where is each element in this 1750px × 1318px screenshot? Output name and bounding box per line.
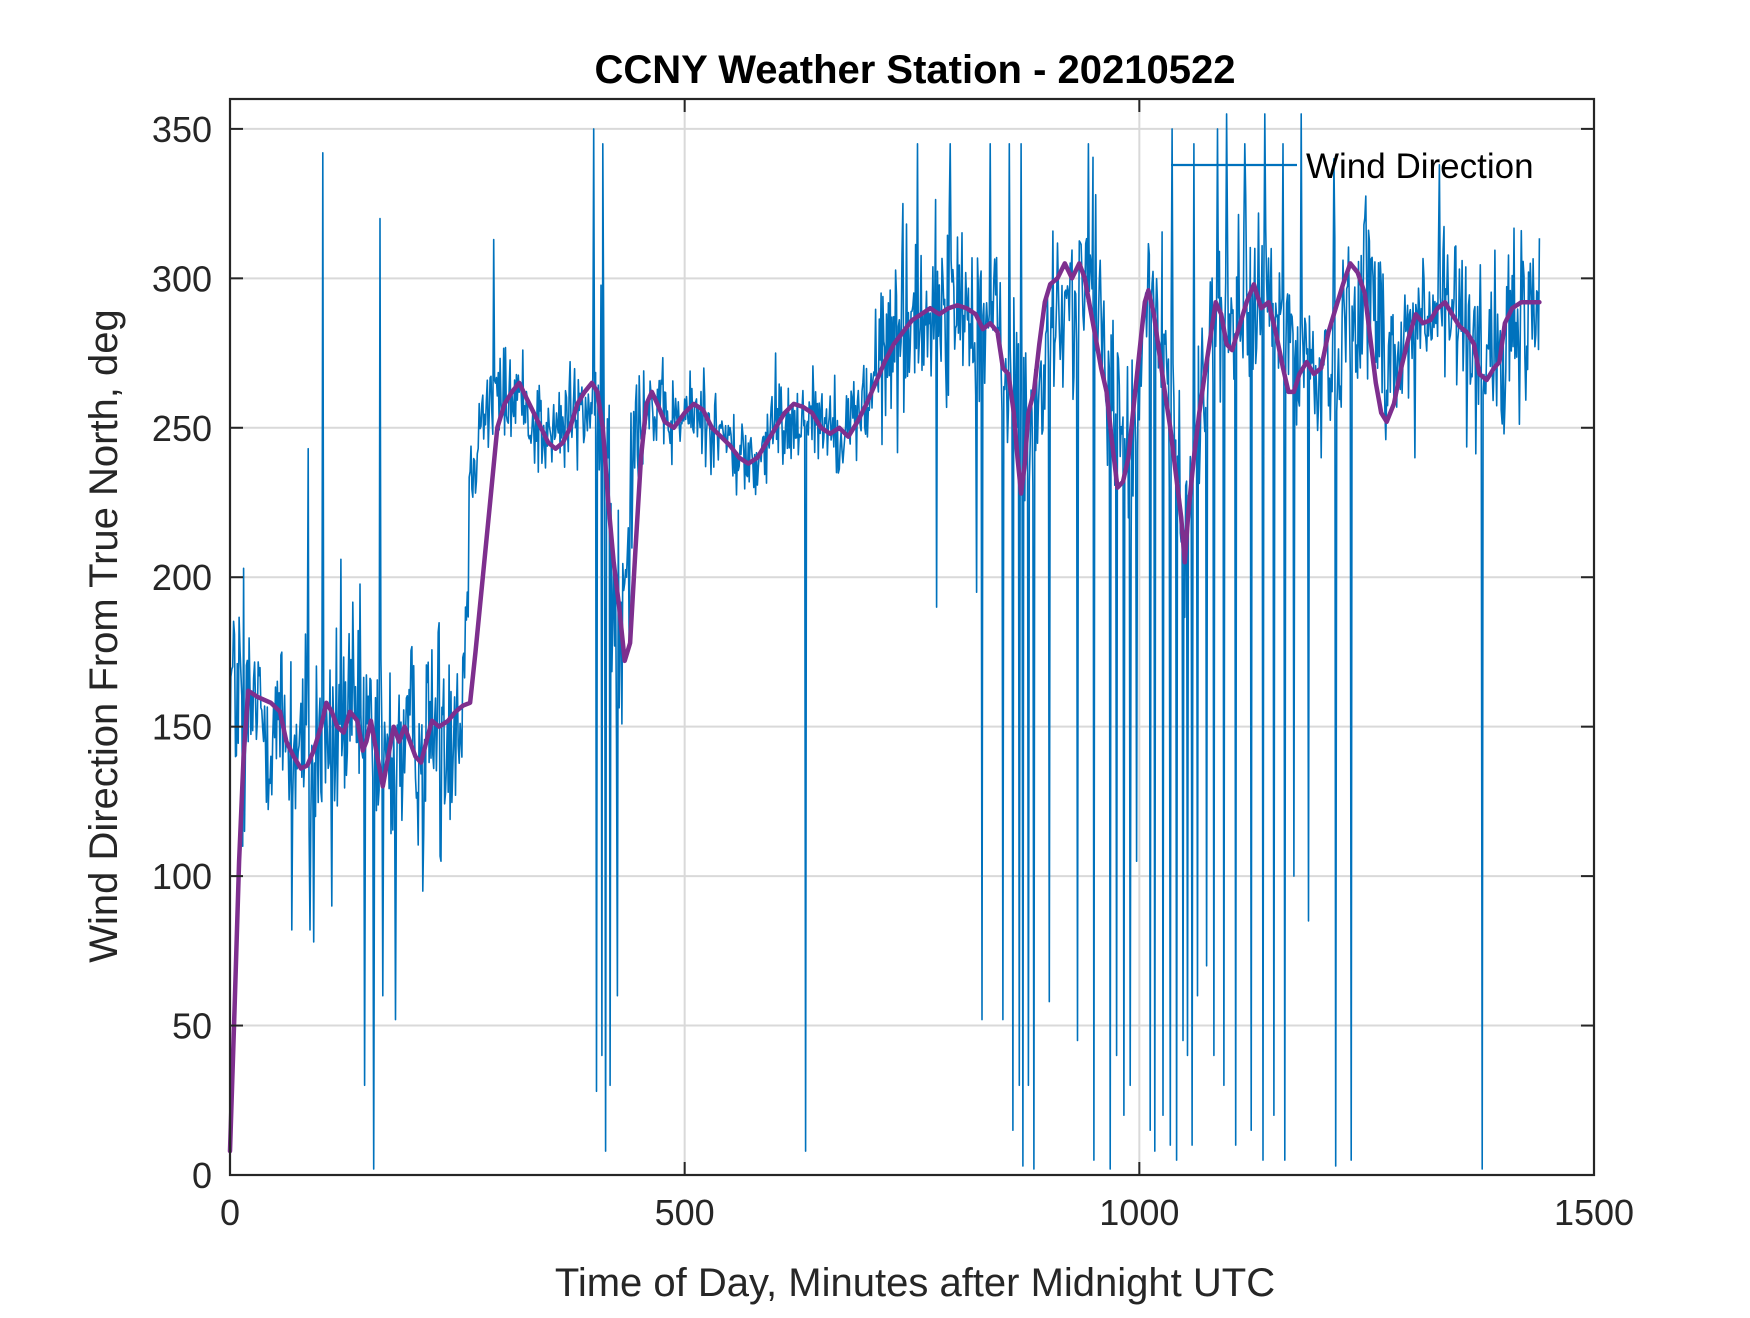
y-tick-label: 350 (152, 109, 212, 150)
x-axis-label: Time of Day, Minutes after Midnight UTC (555, 1261, 1275, 1305)
legend-label-wind-direction: Wind Direction (1306, 147, 1534, 186)
y-tick-label: 150 (152, 707, 212, 748)
series-smoothed-line (227, 261, 1542, 1154)
x-tick-label: 1000 (1099, 1192, 1179, 1233)
plot-area (227, 113, 1542, 1170)
x-tick-label: 1500 (1554, 1192, 1634, 1233)
x-tick-label: 500 (655, 1192, 715, 1233)
grid-lines (230, 99, 1594, 1175)
y-tick-label: 0 (192, 1155, 212, 1196)
axis-ticks: 0 500 1000 1500 0 50 100 150 200 250 300 350 (152, 99, 1634, 1233)
axes-box (228, 97, 1596, 1177)
y-axis-label: Wind Direction From True North, deg (82, 309, 126, 963)
chart-title: CCNY Weather Station - 20210522 (595, 48, 1236, 92)
y-tick-label: 100 (152, 856, 212, 897)
y-tick-label: 250 (152, 408, 212, 449)
legend: Wind Direction (1171, 147, 1534, 186)
y-tick-label: 50 (172, 1006, 212, 1047)
series-wind-direction-line (229, 113, 1541, 1170)
y-tick-label: 200 (152, 557, 212, 598)
axes-background (230, 99, 1594, 1175)
y-tick-label: 300 (152, 258, 212, 299)
x-tick-label: 0 (220, 1192, 240, 1233)
